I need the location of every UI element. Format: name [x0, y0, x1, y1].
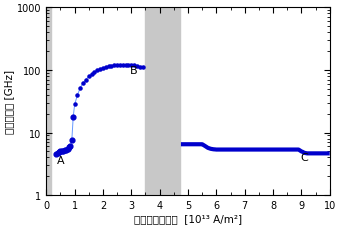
Text: A: A: [57, 155, 65, 165]
Point: [69, 139, 74, 143]
Bar: [46, 8, 51, 195]
Point: [117, 64, 123, 67]
Point: [86, 75, 91, 79]
X-axis label: スピン電流密度  [10¹³ A/m²]: スピン電流密度 [10¹³ A/m²]: [134, 213, 242, 223]
Point: [109, 64, 114, 68]
Point: [89, 73, 95, 76]
Point: [78, 86, 83, 90]
Text: B: B: [130, 66, 138, 76]
Point: [100, 67, 106, 70]
Point: [132, 64, 137, 68]
Point: [55, 152, 61, 155]
Point: [126, 64, 131, 67]
Point: [62, 149, 67, 153]
Point: [59, 150, 65, 153]
Point: [112, 64, 117, 68]
Point: [140, 66, 146, 70]
Point: [72, 103, 78, 107]
Point: [53, 153, 59, 156]
Point: [92, 71, 97, 74]
Point: [120, 64, 125, 67]
Point: [106, 65, 112, 69]
Point: [115, 64, 120, 67]
Point: [123, 64, 129, 67]
Point: [65, 147, 70, 151]
Point: [134, 65, 140, 68]
Point: [103, 66, 108, 69]
Point: [129, 64, 134, 68]
Point: [58, 150, 63, 153]
Point: [68, 144, 73, 148]
Point: [83, 78, 89, 82]
Y-axis label: 発振周波数 [GHz]: 発振周波数 [GHz]: [4, 70, 14, 134]
Bar: [146, 8, 180, 195]
Point: [81, 82, 86, 85]
Point: [137, 65, 142, 69]
Point: [61, 149, 66, 153]
Point: [66, 146, 72, 150]
Point: [75, 94, 80, 97]
Text: C: C: [300, 153, 308, 163]
Point: [64, 148, 69, 152]
Point: [70, 115, 76, 119]
Point: [56, 151, 62, 155]
Point: [98, 68, 103, 71]
Point: [95, 69, 100, 73]
